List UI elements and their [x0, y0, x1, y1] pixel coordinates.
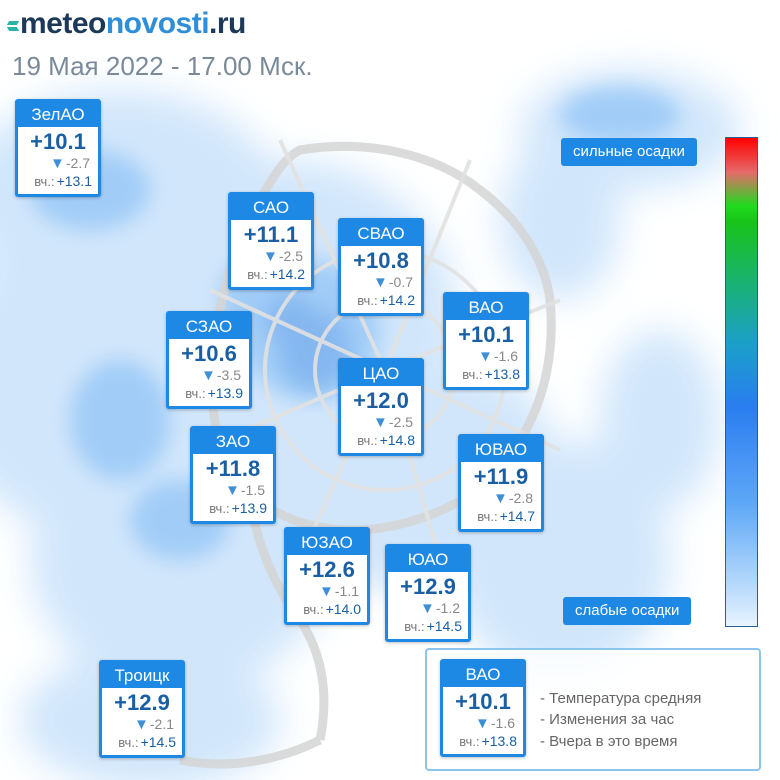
district-card-yuzao: ЮЗАО +12.6 ▼-1.1 вч.: +14.0 [284, 527, 370, 625]
avg-temperature: +11.1 [243, 222, 299, 247]
district-name: ВАО [446, 295, 526, 320]
triangle-down-icon: ▼ [475, 715, 490, 732]
legend-sample-card: ВАО +10.1 ▼-1.6 вч.: +13.8 [440, 659, 526, 757]
district-name: ЗелАО [18, 102, 98, 127]
triangle-down-icon: ▼ [319, 583, 334, 600]
hourly-change: ▼-2.7 [50, 155, 90, 172]
triangle-down-icon: ▼ [373, 274, 388, 291]
legend-item-yesterday: - Вчера в это время [540, 733, 678, 750]
hourly-change: ▼-1.5 [225, 482, 265, 499]
district-card-zelao: ЗелАО +10.1 ▼-2.7 вч.: +13.1 [15, 99, 101, 197]
yesterday-temp: вч.: +14.2 [247, 266, 305, 282]
yesterday-temp: вч.: +14.7 [477, 508, 535, 524]
avg-temperature: +10.1 [30, 129, 86, 154]
yesterday-temp: вч.: +13.9 [185, 385, 243, 401]
yesterday-temp: вч.: +13.1 [34, 173, 92, 189]
legend-item-change: - Изменения за час [540, 711, 675, 728]
hourly-change: ▼-2.5 [373, 414, 413, 431]
district-card-vao: ВАО +10.1 ▼-1.6 вч.: +13.8 [443, 292, 529, 390]
avg-temperature: +10.8 [353, 248, 409, 273]
district-name: ЮЗАО [287, 530, 367, 555]
avg-temperature: +10.1 [458, 322, 514, 347]
yesterday-temp: вч.: +14.5 [118, 734, 176, 750]
avg-temperature: +10.1 [455, 689, 511, 714]
hourly-change: ▼-2.5 [263, 248, 303, 265]
hourly-change: ▼-2.1 [134, 716, 174, 733]
district-card-tsao: ЦАО +12.0 ▼-2.5 вч.: +14.8 [338, 358, 424, 456]
avg-temperature: +12.9 [114, 690, 170, 715]
district-name: ЗАО [193, 429, 273, 454]
hourly-change: ▼-2.8 [493, 490, 533, 507]
site-logo[interactable]: meteonovosti.ru [8, 6, 246, 42]
scale-label-weak: слабые осадки [563, 597, 692, 625]
triangle-down-icon: ▼ [263, 248, 278, 265]
hourly-change: ▼-1.6 [475, 715, 515, 732]
triangle-down-icon: ▼ [478, 348, 493, 365]
avg-temperature: +11.8 [205, 456, 261, 481]
district-card-yuvao: ЮВАО +11.9 ▼-2.8 вч.: +14.7 [458, 434, 544, 532]
avg-temperature: +12.6 [299, 557, 355, 582]
triangle-down-icon: ▼ [201, 367, 216, 384]
district-name: ЮАО [388, 547, 468, 572]
district-card-sao: САО +11.1 ▼-2.5 вч.: +14.2 [228, 192, 314, 290]
legend-item-temperature: - Температура средняя [540, 690, 702, 707]
forecast-date: 19 Мая 2022 - 17.00 Мск. [12, 51, 313, 81]
district-card-szao: СЗАО +10.6 ▼-3.5 вч.: +13.9 [166, 311, 252, 409]
triangle-down-icon: ▼ [50, 155, 65, 172]
district-name: СЗАО [169, 314, 249, 339]
avg-temperature: +10.6 [181, 341, 237, 366]
yesterday-temp: вч.: +13.9 [209, 500, 267, 516]
yesterday-temp: вч.: +13.8 [462, 366, 520, 382]
hourly-change: ▼-1.2 [420, 600, 460, 617]
yesterday-temp: вч.: +14.2 [357, 292, 415, 308]
district-name: ЦАО [341, 361, 421, 386]
hourly-change: ▼-1.6 [478, 348, 518, 365]
yesterday-temp: вч.: +14.8 [357, 432, 415, 448]
yesterday-temp: вч.: +13.8 [459, 733, 517, 749]
yesterday-temp: вч.: +14.0 [303, 601, 361, 617]
district-card-troitsk: Троицк +12.9 ▼-2.1 вч.: +14.5 [99, 660, 185, 758]
logo-mark-icon [8, 19, 18, 33]
avg-temperature: +11.9 [473, 464, 529, 489]
district-card-yuao: ЮАО +12.9 ▼-1.2 вч.: +14.5 [385, 544, 471, 642]
district-card-zao: ЗАО +11.8 ▼-1.5 вч.: +13.9 [190, 426, 276, 524]
district-name: Троицк [102, 663, 182, 688]
triangle-down-icon: ▼ [134, 716, 149, 733]
hourly-change: ▼-3.5 [201, 367, 241, 384]
avg-temperature: +12.9 [400, 574, 456, 599]
triangle-down-icon: ▼ [493, 490, 508, 507]
avg-temperature: +12.0 [353, 388, 409, 413]
triangle-down-icon: ▼ [373, 414, 388, 431]
district-card-svao: СВАО +10.8 ▼-0.7 вч.: +14.2 [338, 218, 424, 316]
district-name: САО [231, 195, 311, 220]
hourly-change: ▼-1.1 [319, 583, 359, 600]
triangle-down-icon: ▼ [225, 482, 240, 499]
district-name: ВАО [443, 662, 523, 687]
precipitation-scale-bar [725, 137, 758, 627]
yesterday-temp: вч.: +14.5 [404, 618, 462, 634]
triangle-down-icon: ▼ [420, 600, 435, 617]
hourly-change: ▼-0.7 [373, 274, 413, 291]
scale-label-strong: сильные осадки [561, 138, 697, 166]
district-name: СВАО [341, 221, 421, 246]
district-name: ЮВАО [461, 437, 541, 462]
